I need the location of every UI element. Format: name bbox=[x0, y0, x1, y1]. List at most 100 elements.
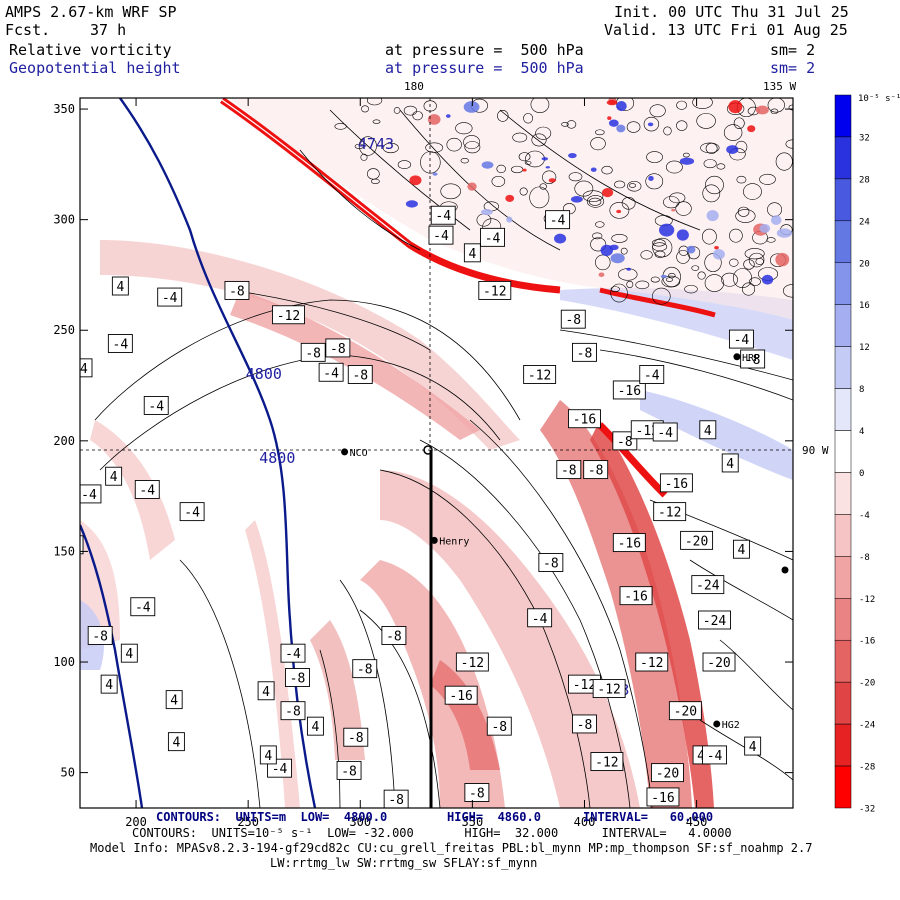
vorticity-label-text: -8 bbox=[577, 346, 593, 361]
terrain-blob bbox=[679, 157, 695, 165]
vorticity-label-text: -12 bbox=[573, 678, 596, 693]
terrain-contour bbox=[661, 275, 681, 288]
terrain-contour bbox=[425, 142, 444, 153]
terrain-blob bbox=[712, 249, 725, 260]
vorticity-label-text: -12 bbox=[595, 756, 618, 771]
vorticity-label: -8 bbox=[560, 309, 586, 329]
field2-level: at pressure = 500 hPa bbox=[385, 59, 584, 77]
vorticity-label: -16 bbox=[444, 685, 478, 705]
colorbar-tick-label: 16 bbox=[859, 301, 870, 311]
vorticity-label: -16 bbox=[612, 380, 646, 400]
terrain-contour bbox=[743, 259, 755, 270]
station-label: HG2 bbox=[722, 720, 740, 731]
vorticity-label-text: -8 bbox=[92, 629, 108, 644]
colorbar-tick-label: 0 bbox=[859, 469, 864, 479]
vorticity-label-box bbox=[107, 334, 133, 353]
terrain-contour bbox=[440, 183, 461, 200]
vorticity-label-box bbox=[80, 358, 93, 378]
vorticity-label-text: -8 bbox=[348, 731, 364, 746]
field1-smoothing: sm= 2 bbox=[770, 41, 816, 59]
terrain-contour bbox=[496, 164, 506, 174]
vorticity-label-box bbox=[80, 484, 102, 504]
terrain-contour bbox=[669, 192, 686, 204]
terrain-blob bbox=[541, 157, 549, 161]
vorticity-label-box bbox=[224, 280, 250, 300]
vorticity-label-text: -4 bbox=[532, 612, 548, 627]
vorticity-label: 4 bbox=[167, 732, 185, 752]
vorticity-label-box bbox=[157, 287, 183, 307]
terrain-contour bbox=[684, 284, 698, 294]
terrain-blob bbox=[598, 272, 605, 277]
terrain-contour bbox=[586, 195, 605, 208]
vorticity-label: 4 bbox=[744, 736, 762, 756]
terrain-contour bbox=[676, 250, 690, 264]
vorticity-label-text: 4 bbox=[110, 470, 118, 485]
colorbar-tick-label: -20 bbox=[859, 679, 875, 689]
colorbar-tick-label: -8 bbox=[859, 553, 870, 563]
terrain-contour bbox=[535, 126, 552, 140]
vorticity-label: 4 bbox=[165, 690, 183, 710]
vorticity-label-text: -4 bbox=[734, 333, 750, 348]
vorticity-label-text: -8 bbox=[285, 705, 301, 720]
vorticity-label-text: -4 bbox=[113, 338, 129, 353]
terrain-contour bbox=[785, 139, 793, 149]
terrain-contour bbox=[595, 221, 605, 228]
terrain-blob bbox=[467, 182, 477, 191]
vorticity-band-left bbox=[90, 420, 175, 560]
colorbar-swatch bbox=[834, 388, 852, 431]
vorticity-label-box bbox=[167, 732, 185, 752]
vorticity-label-text: -8 bbox=[491, 720, 507, 735]
vorticity-label-text: -4 bbox=[148, 399, 164, 414]
vorticity-label-text: -16 bbox=[449, 689, 472, 704]
station-marker bbox=[713, 720, 721, 728]
vorticity-label: -16 bbox=[646, 787, 680, 807]
vorticity-label: -4 bbox=[545, 210, 571, 230]
terrain-contour bbox=[542, 170, 557, 184]
vorticity-label: 4 bbox=[259, 745, 277, 765]
colorbar-swatch bbox=[834, 430, 852, 473]
terrain-contour bbox=[512, 132, 528, 143]
terrain-contour bbox=[361, 105, 369, 113]
vorticity-label-box bbox=[650, 763, 684, 783]
vorticity-label-text: -8 bbox=[617, 435, 633, 450]
height-label: 4743 bbox=[358, 135, 394, 153]
vorticity-label: -4 bbox=[107, 334, 133, 353]
vorticity-label-box bbox=[572, 714, 597, 734]
vorticity-label-text: -4 bbox=[323, 366, 339, 381]
terrain-contour bbox=[628, 183, 637, 188]
vorticity-label-box bbox=[381, 626, 407, 645]
terrain-contour bbox=[519, 187, 528, 196]
vorticity-label-box bbox=[280, 701, 306, 721]
vorticity-label: -8 bbox=[486, 716, 512, 736]
vorticity-label-text: -16 bbox=[651, 791, 674, 806]
vorticity-label-box bbox=[668, 701, 702, 721]
vorticity-label-text: -12 bbox=[658, 506, 681, 521]
vorticity-contour-info: CONTOURS: UNITS=10⁻⁵ s⁻¹ LOW= -32.000 HI… bbox=[132, 826, 732, 840]
colorbar-tick-label: -12 bbox=[859, 595, 875, 605]
terrain-blob bbox=[554, 233, 567, 244]
vorticity-label: 4 bbox=[111, 276, 129, 296]
height-contour-interval: INTERVAL= 60.000 bbox=[583, 810, 714, 824]
field2-smoothing: sm= 2 bbox=[770, 59, 816, 77]
vorticity-label-text: 4 bbox=[264, 749, 272, 764]
vorticity-label-box bbox=[318, 362, 344, 382]
vorticity-label: 4 bbox=[699, 420, 717, 440]
terrain-contour bbox=[460, 157, 469, 164]
terrain-contour bbox=[524, 161, 532, 165]
vorticity-label: -8 bbox=[352, 659, 378, 679]
vorticity-label: -4 bbox=[430, 205, 456, 225]
vorticity-label-text: -20 bbox=[685, 534, 708, 549]
vorticity-label: -8 bbox=[740, 349, 766, 369]
terrain-contour bbox=[649, 104, 666, 118]
vorticity-label-text: -24 bbox=[696, 579, 720, 594]
colorbar-swatch bbox=[834, 220, 852, 264]
vorticity-label: -8 bbox=[383, 789, 409, 808]
vorticity-label-box bbox=[134, 480, 160, 499]
terrain-contour bbox=[704, 274, 725, 292]
colorbar-tick-label: -4 bbox=[859, 511, 870, 521]
terrain-contour bbox=[759, 173, 776, 185]
vorticity-label: -12 bbox=[635, 652, 669, 672]
terrain-contour bbox=[420, 151, 441, 174]
station-marker bbox=[733, 353, 741, 361]
vorticity-label-text: -12 bbox=[461, 656, 484, 671]
